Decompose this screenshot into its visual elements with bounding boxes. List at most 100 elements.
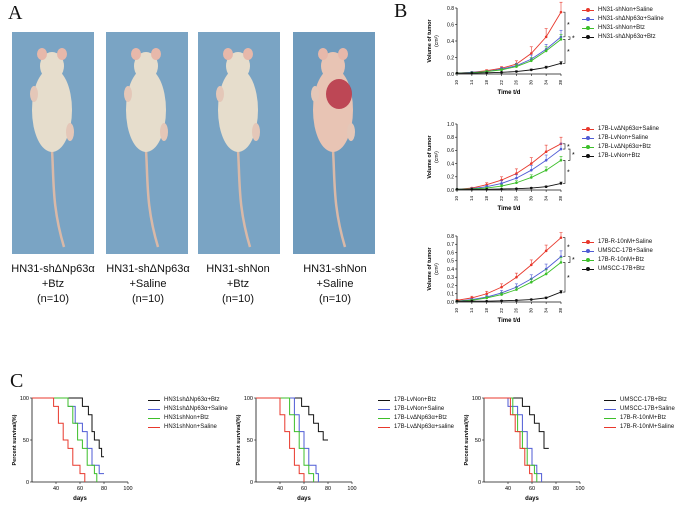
- legend-label: 17B-LvΔNp63α+Saline: [598, 126, 660, 132]
- significance-star: *: [567, 22, 570, 29]
- y-tick-label: 100: [472, 396, 481, 402]
- legend-item: 17B-LvΔNp63α+Btz: [378, 414, 454, 423]
- y-tick-label: 0.0: [447, 188, 454, 194]
- mouse-caption-4: HN31-shNon +Saline (n=10): [280, 262, 390, 307]
- data-point: [500, 187, 503, 191]
- y-tick-label: 0.8: [447, 135, 454, 141]
- y-tick-label: 0.0: [447, 72, 454, 78]
- data-point: [529, 186, 533, 190]
- legend-label: 17B-R-10nM+Btz: [598, 257, 645, 263]
- significance-bracket: [563, 237, 566, 257]
- y-tick-label: 0.3: [447, 275, 454, 281]
- mouse-ear: [338, 48, 348, 60]
- x-tick-label: 100: [575, 486, 584, 492]
- legend-label: 17B-LvNon+Btz: [394, 397, 437, 403]
- x-tick-label: 40: [53, 486, 59, 492]
- y-tick-label: 0.4: [447, 39, 454, 45]
- legend-marker: [586, 144, 590, 149]
- data-point: [559, 261, 563, 264]
- survival-curve: [32, 397, 86, 482]
- x-tick-label: 60: [529, 486, 535, 492]
- legend-item: HN31-shNon+Btz: [582, 24, 664, 33]
- series-line: [456, 38, 562, 74]
- legend-label: 17B-LvNon+Saline: [394, 406, 445, 412]
- legend-swatch: [148, 427, 160, 428]
- legend-swatch: [604, 400, 616, 401]
- series-line: [457, 291, 562, 302]
- y-tick-label: 0: [478, 480, 481, 486]
- data-point: [515, 65, 518, 68]
- mouse-ear: [131, 48, 141, 60]
- legend-marker: [586, 257, 590, 262]
- y-tick-label: 0.2: [447, 283, 454, 289]
- data-point: [529, 280, 533, 284]
- data-point: [529, 52, 533, 55]
- legend-swatch: [378, 400, 390, 401]
- y-tick-label: 50: [247, 438, 253, 444]
- significance-bracket: [568, 256, 571, 263]
- legend-swatch: [582, 7, 594, 12]
- mouse-body: [32, 68, 72, 152]
- data-point: [559, 147, 563, 151]
- data-point: [529, 162, 533, 165]
- x-tick-label: 34: [543, 80, 548, 86]
- y-tick-label: 100: [20, 396, 29, 402]
- survival-curve: [484, 397, 543, 482]
- legend-swatch: [582, 266, 594, 271]
- mouse-figure: [30, 48, 74, 248]
- y-tick-label: 0.6: [447, 148, 454, 154]
- tumor-volume-chart-3: 0.0 0.1 0.2 0.3 0.4 0.5 0.6 0.7 0.8 10 14 18 22 26 30 3…: [427, 232, 575, 324]
- x-tick-label: 38: [558, 308, 563, 314]
- significance-star: *: [572, 257, 575, 264]
- series-line: [456, 143, 562, 190]
- mouse-body: [313, 68, 353, 152]
- legend-item: 17B-LvΔNp63α+saline: [378, 423, 454, 432]
- legend-label: HN31-shΔNp63α+Btz: [598, 34, 656, 40]
- significance-star: *: [572, 36, 575, 43]
- data-point: [529, 59, 533, 63]
- data-point: [515, 187, 518, 190]
- caption-line2: +Btz: [226, 278, 250, 290]
- caption-n: (n=10): [131, 293, 165, 305]
- survival-curve: [32, 397, 104, 458]
- legend-item: 17B-R-10nM+Saline: [582, 238, 653, 247]
- legend-c1: HN31shΔNp63α+Btz HN31shΔNp63α+Saline HN31s…: [148, 396, 228, 432]
- y-tick-label: 0: [250, 480, 253, 486]
- legend-swatch: [582, 135, 594, 140]
- legend-item: 17B-LvΔNp63α+Btz: [582, 143, 659, 152]
- legend-label: 17B-LvΔNp63α+Btz: [598, 144, 652, 150]
- legend-item: 17B-R-10nM+Btz: [582, 256, 653, 265]
- series-line: [456, 256, 562, 302]
- y-tick-label: 0.2: [447, 175, 454, 181]
- data-point: [544, 49, 548, 53]
- mouse-ear: [37, 48, 47, 60]
- x-tick-label: 10: [454, 308, 459, 314]
- x-tick-label: 80: [325, 486, 331, 492]
- data-point: [455, 188, 459, 191]
- legend-item: HN31shNon+Btz: [148, 414, 228, 423]
- significance-star: *: [567, 49, 570, 56]
- y-axis-label: Percent survival(%): [236, 414, 242, 465]
- mouse-photo-1: [12, 32, 94, 254]
- survival-curve: [32, 397, 98, 482]
- x-tick-label: 26: [514, 196, 519, 202]
- x-tick-label: 34: [543, 308, 548, 314]
- data-point: [544, 150, 548, 154]
- x-tick-label: 18: [484, 80, 489, 86]
- data-point: [544, 249, 548, 253]
- legend-label: 17B-R-10nM+Btz: [620, 415, 667, 421]
- significance-star: *: [567, 275, 570, 282]
- data-point: [500, 293, 503, 296]
- legend-c3: UMSCC-17B+Btz UMSCC-17B+Saline 17B-R-10nM+…: [604, 396, 675, 432]
- series-line: [456, 237, 562, 301]
- legend-marker: [586, 25, 590, 30]
- legend-label: HN31-shNon+Btz: [598, 25, 645, 31]
- mouse-head: [321, 52, 345, 80]
- legend-marker: [586, 34, 590, 39]
- x-tick-label: 14: [469, 196, 474, 202]
- data-point: [515, 299, 518, 302]
- legend-marker: [586, 16, 590, 21]
- legend-label: UMSCC-17B+Btz: [620, 397, 667, 403]
- caption-line1: HN31-shΔNp63α: [11, 263, 95, 275]
- survival-curve: [32, 397, 104, 475]
